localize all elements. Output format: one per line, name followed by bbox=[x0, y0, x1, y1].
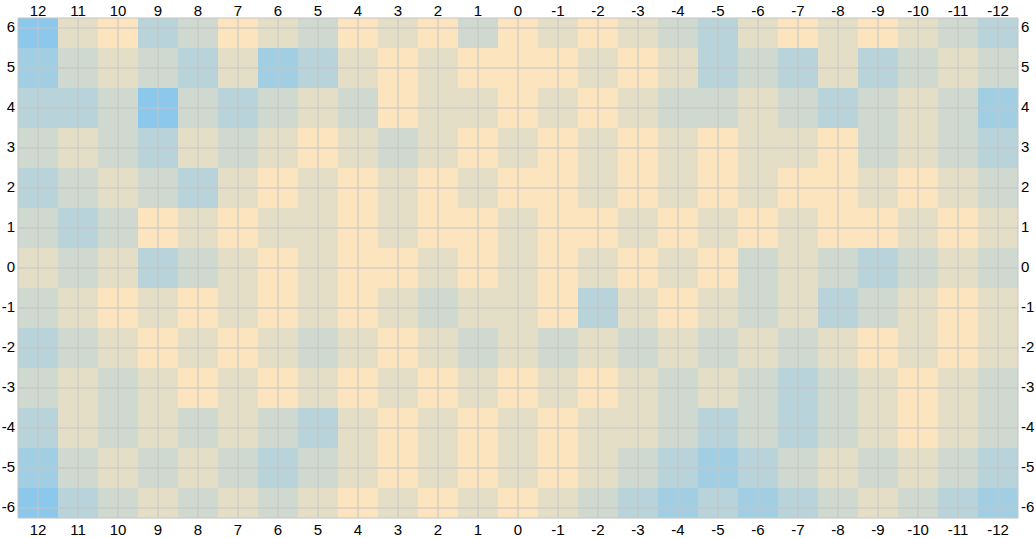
x-tick-label: 9 bbox=[154, 521, 162, 538]
x-tick-label: 1 bbox=[474, 2, 482, 19]
x-tick-label: -5 bbox=[711, 2, 724, 19]
x-tick-label: -3 bbox=[631, 2, 644, 19]
plot-frame bbox=[18, 18, 1018, 518]
x-tick-label: 10 bbox=[110, 2, 127, 19]
grid-line bbox=[18, 148, 1018, 149]
y-tick-label: -5 bbox=[2, 458, 15, 475]
grid-line bbox=[18, 68, 1018, 69]
x-tick-label: 5 bbox=[314, 2, 322, 19]
x-tick-label: -10 bbox=[907, 2, 929, 19]
x-tick-label: 2 bbox=[434, 521, 442, 538]
y-tick-label: -4 bbox=[1021, 418, 1034, 435]
y-tick-label: -4 bbox=[2, 418, 15, 435]
x-tick-label: 9 bbox=[154, 2, 162, 19]
x-tick-label: 10 bbox=[110, 521, 127, 538]
x-tick-label: 2 bbox=[434, 2, 442, 19]
grid-line bbox=[18, 508, 1018, 509]
x-tick-label: 5 bbox=[314, 521, 322, 538]
x-tick-label: -10 bbox=[907, 521, 929, 538]
x-tick-label: -8 bbox=[831, 521, 844, 538]
x-tick-label: 11 bbox=[70, 2, 86, 19]
x-tick-label: 8 bbox=[194, 2, 202, 19]
y-tick-label: -5 bbox=[1021, 458, 1034, 475]
x-tick-label: -9 bbox=[871, 521, 884, 538]
y-tick-label: -3 bbox=[2, 378, 15, 395]
y-tick-label: 4 bbox=[1021, 98, 1029, 115]
x-tick-label: -12 bbox=[987, 2, 1009, 19]
y-tick-label: -3 bbox=[1021, 378, 1034, 395]
x-tick-label: -12 bbox=[987, 521, 1009, 538]
x-tick-label: -2 bbox=[591, 2, 604, 19]
x-tick-label: -5 bbox=[711, 521, 724, 538]
y-tick-label: 5 bbox=[1021, 58, 1029, 75]
x-tick-label: -6 bbox=[751, 521, 764, 538]
x-tick-label: -6 bbox=[751, 2, 764, 19]
grid-line bbox=[18, 468, 1018, 469]
x-tick-label: 3 bbox=[394, 2, 402, 19]
grid-line bbox=[18, 28, 1018, 29]
x-tick-label: 7 bbox=[234, 521, 242, 538]
grid-line bbox=[18, 308, 1018, 309]
y-tick-label: 0 bbox=[7, 258, 15, 275]
x-tick-label: 6 bbox=[274, 521, 282, 538]
x-tick-label: 7 bbox=[234, 2, 242, 19]
x-tick-label: 11 bbox=[70, 521, 86, 538]
y-tick-label: 5 bbox=[7, 58, 15, 75]
x-tick-label: 6 bbox=[274, 2, 282, 19]
y-tick-label: -1 bbox=[1021, 298, 1034, 315]
x-tick-label: 8 bbox=[194, 521, 202, 538]
x-tick-label: 0 bbox=[514, 521, 522, 538]
x-tick-label: 12 bbox=[30, 521, 47, 538]
x-tick-label: 4 bbox=[354, 2, 362, 19]
x-tick-label: -1 bbox=[551, 2, 564, 19]
x-tick-label: 1 bbox=[474, 521, 482, 538]
y-tick-label: 6 bbox=[7, 18, 15, 35]
x-tick-label: -9 bbox=[871, 2, 884, 19]
grid-line bbox=[18, 268, 1018, 269]
chart: 12121111101099887766554433221100-1-1-2-2… bbox=[0, 0, 1036, 538]
y-tick-label: 1 bbox=[1021, 218, 1029, 235]
tick-labels: 12121111101099887766554433221100-1-1-2-2… bbox=[2, 2, 1035, 538]
x-tick-label: -4 bbox=[671, 521, 684, 538]
y-tick-label: -2 bbox=[2, 338, 15, 355]
x-tick-label: -11 bbox=[948, 521, 969, 538]
grid-line bbox=[18, 228, 1018, 229]
cells bbox=[18, 18, 1018, 518]
y-tick-label: 2 bbox=[1021, 178, 1029, 195]
grid bbox=[18, 18, 1018, 518]
x-tick-label: -11 bbox=[948, 2, 969, 19]
y-tick-label: -1 bbox=[2, 298, 15, 315]
x-tick-label: 3 bbox=[394, 521, 402, 538]
grid-line bbox=[18, 188, 1018, 189]
x-tick-label: -4 bbox=[671, 2, 684, 19]
x-tick-label: -7 bbox=[791, 521, 804, 538]
grid-line bbox=[18, 108, 1018, 109]
y-tick-label: 4 bbox=[7, 98, 15, 115]
x-tick-label: -7 bbox=[791, 2, 804, 19]
x-tick-label: 4 bbox=[354, 521, 362, 538]
x-tick-label: -1 bbox=[551, 521, 564, 538]
y-tick-label: 6 bbox=[1021, 18, 1029, 35]
y-tick-label: 3 bbox=[7, 138, 15, 155]
grid-line bbox=[18, 428, 1018, 429]
y-tick-label: 3 bbox=[1021, 138, 1029, 155]
x-tick-label: 12 bbox=[30, 2, 47, 19]
x-tick-label: 0 bbox=[514, 2, 522, 19]
grid-line bbox=[18, 348, 1018, 349]
grid-line bbox=[18, 388, 1018, 389]
y-tick-label: -2 bbox=[1021, 338, 1034, 355]
x-tick-label: -2 bbox=[591, 521, 604, 538]
x-tick-label: -8 bbox=[831, 2, 844, 19]
y-tick-label: 1 bbox=[7, 218, 15, 235]
y-tick-label: 2 bbox=[7, 178, 15, 195]
y-tick-label: 0 bbox=[1021, 258, 1029, 275]
x-tick-label: -3 bbox=[631, 521, 644, 538]
y-tick-label: -6 bbox=[2, 498, 15, 515]
y-tick-label: -6 bbox=[1021, 498, 1034, 515]
